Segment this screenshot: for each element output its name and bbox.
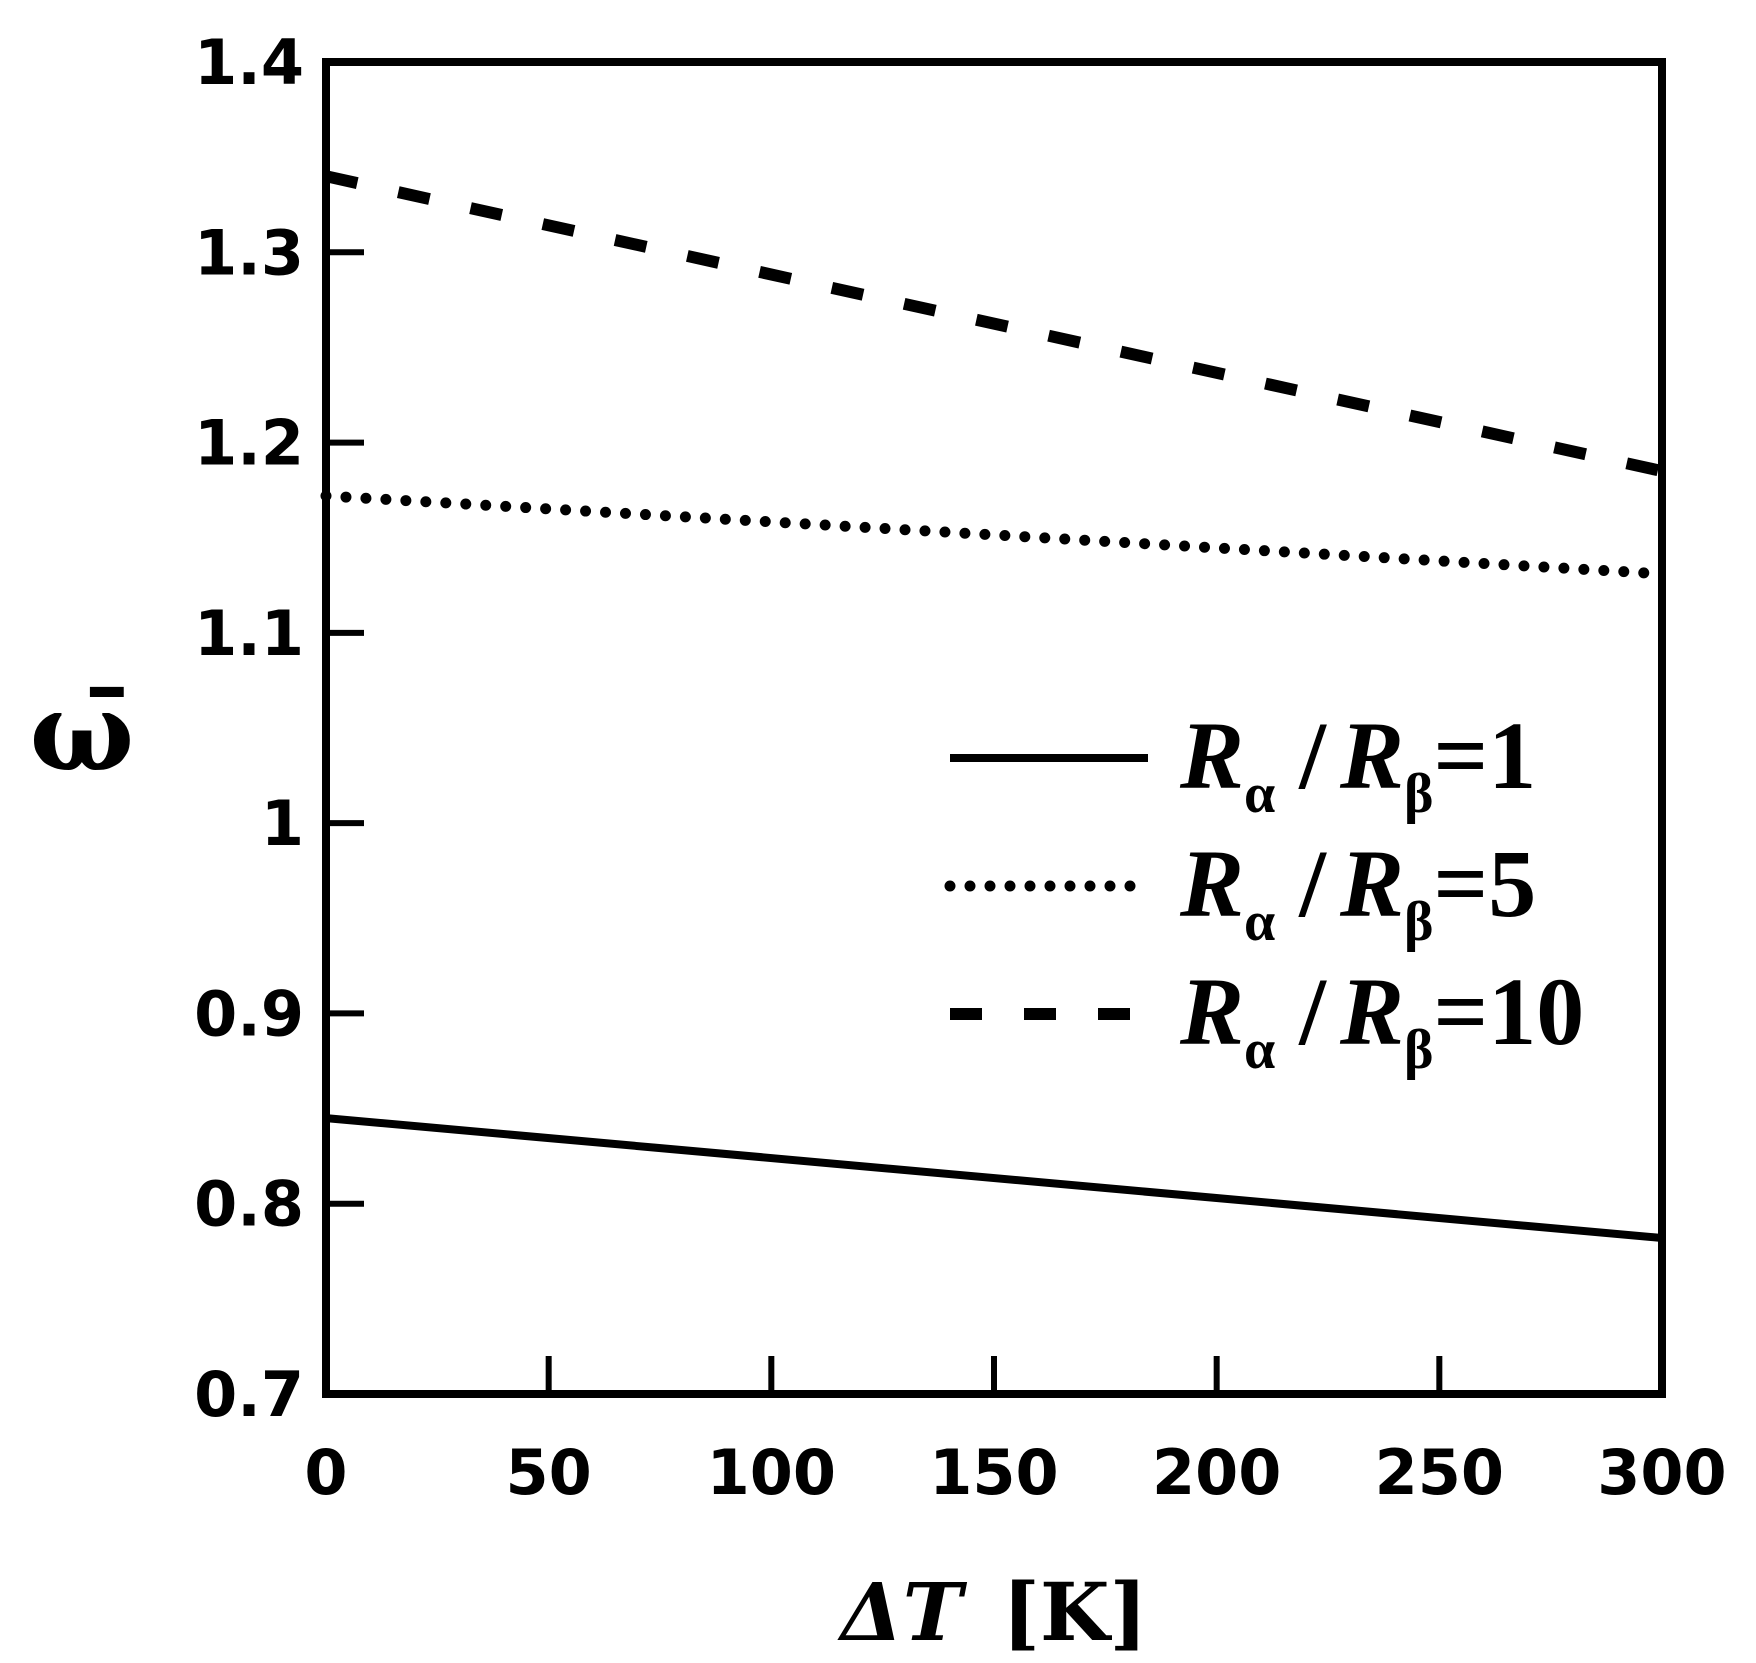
series-line-2 — [320, 490, 1668, 580]
y-tick-label: 1.1 — [194, 597, 304, 670]
series-group — [320, 170, 1668, 1242]
y-tick-label: 1.3 — [194, 216, 304, 289]
x-axis-label: ΔT [K] — [837, 1565, 1148, 1659]
legend-label-1: Rα / Rβ=1 — [1179, 702, 1536, 825]
y-tick-label: 1.4 — [194, 26, 304, 99]
y-axis-label: ω̄ — [30, 667, 135, 796]
x-tick-label: 300 — [1597, 1436, 1726, 1509]
legend-label-2: Rα / Rβ=5 — [1179, 830, 1536, 953]
legend: Rα / Rβ=1Rα / Rβ=5Rα / Rβ=10 — [944, 702, 1584, 1081]
x-tick-label: 50 — [506, 1436, 592, 1509]
x-tick-label: 150 — [929, 1436, 1058, 1509]
x-tick-label: 100 — [707, 1436, 836, 1509]
legend-label-3: Rα / Rβ=10 — [1179, 958, 1584, 1081]
x-tick-label: 0 — [304, 1436, 347, 1509]
y-tick-label: 0.8 — [194, 1168, 304, 1241]
series-line-1 — [325, 1114, 1663, 1242]
y-tick-label: 1.2 — [194, 407, 304, 480]
x-tick-label: 250 — [1375, 1436, 1504, 1509]
x-axis-unit: [K] — [1002, 1565, 1147, 1659]
y-tick-label: 1 — [261, 787, 304, 860]
y-tick-label: 0.9 — [194, 977, 304, 1050]
series-line-3 — [324, 170, 1664, 477]
y-tick-label: 0.7 — [194, 1358, 304, 1431]
x-axis-symbol: ΔT — [837, 1565, 968, 1659]
axis-ticks: 0 50 100 150 200 250 300 0.7 0.8 0.9 1 1.1 1.2 1.3 1.4 — [194, 26, 1727, 1509]
x-tick-label: 200 — [1152, 1436, 1281, 1509]
